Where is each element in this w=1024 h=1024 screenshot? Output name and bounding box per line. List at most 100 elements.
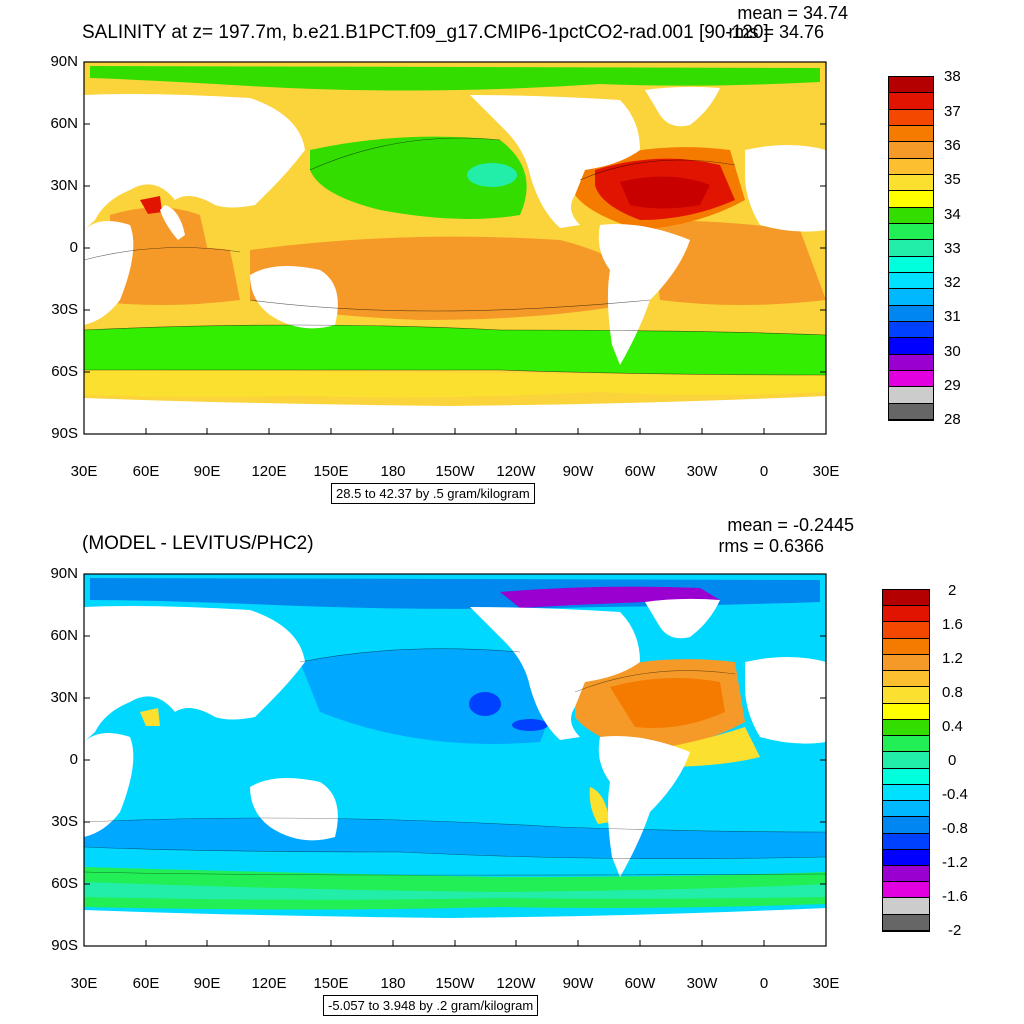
- colorbar-swatch: [889, 370, 933, 388]
- red-sea: [140, 708, 160, 726]
- colorbar-swatch: [889, 191, 933, 208]
- tick-marks: [83, 573, 827, 947]
- colorbar-swatch: [883, 801, 929, 818]
- colorbar-swatch: [883, 865, 929, 883]
- salinity-map: [83, 61, 827, 435]
- colorbar-swatch: [883, 752, 929, 769]
- colorbar-label: 36: [944, 137, 961, 154]
- colorbar-label: 38: [944, 68, 961, 85]
- colorbar-swatch: [883, 784, 929, 802]
- africa: [84, 733, 134, 837]
- colorbar-swatch: [889, 305, 933, 322]
- colorbar-swatch: [889, 174, 933, 192]
- colorbar-label: 0.4: [942, 718, 963, 735]
- arctic-purple: [500, 586, 720, 608]
- colorbar-swatch: [889, 403, 933, 420]
- lon-label: 180: [380, 975, 406, 992]
- lat-label: 30N: [50, 689, 78, 706]
- africa: [84, 221, 134, 325]
- land: [84, 86, 826, 434]
- colorbar-label: 28: [944, 411, 961, 428]
- australia: [250, 778, 338, 841]
- lat-label: 90S: [51, 937, 78, 954]
- lon-label: 120W: [496, 463, 536, 480]
- lon-label: 150W: [435, 463, 475, 480]
- colorbar-swatch: [889, 321, 933, 339]
- salinity-title: SALINITY at z= 197.7m, b.e21.B1PCT.f09_g…: [82, 22, 769, 43]
- lon-label: 120W: [496, 975, 536, 992]
- colorbar-swatch: [889, 109, 933, 126]
- peru-yellow: [589, 787, 610, 824]
- antarctic-cyan: [84, 882, 826, 900]
- lat-label: 60N: [50, 627, 78, 644]
- north-america: [470, 607, 640, 740]
- colorbar-swatch: [883, 703, 929, 720]
- colorbar-swatch: [889, 142, 933, 159]
- colorbar-swatch: [883, 736, 929, 753]
- lon-label: 180: [380, 463, 406, 480]
- colorbar-swatch: [883, 768, 929, 785]
- north-pacific-green: [310, 136, 527, 219]
- colorbar-swatch: [883, 590, 929, 607]
- colorbar-swatch: [883, 638, 929, 655]
- lon-label: 60W: [624, 975, 656, 992]
- lat-label: 30S: [51, 301, 78, 318]
- lon-label: 30W: [686, 975, 718, 992]
- lon-label: 150E: [313, 463, 349, 480]
- lat-label: 60S: [51, 363, 78, 380]
- india: [160, 205, 185, 240]
- colorbar-label: 33: [944, 240, 961, 257]
- colorbar-swatch: [889, 354, 933, 371]
- lon-label: 90E: [193, 463, 221, 480]
- contour-range-label: -5.057 to 3.948 by .2 gram/kilogram: [323, 995, 539, 1016]
- colorbar-label: 31: [944, 308, 961, 325]
- lat-label: 60N: [50, 115, 78, 132]
- colorbar-swatch: [883, 898, 929, 915]
- lat-label: 90N: [50, 565, 78, 582]
- colorbar-label: -1.6: [942, 888, 968, 905]
- colorbar-label: 29: [944, 377, 961, 394]
- lon-label: 150E: [313, 975, 349, 992]
- colorbar-swatch: [883, 833, 929, 850]
- atlantic-dark-orange: [610, 678, 725, 728]
- lon-label: 30E: [70, 975, 98, 992]
- southern-blue-band: [84, 818, 826, 859]
- north-america: [470, 95, 640, 228]
- difference-colorbar: [882, 589, 930, 932]
- lon-label: 90E: [193, 975, 221, 992]
- lat-label: 30S: [51, 813, 78, 830]
- antarctic-yellow: [84, 370, 826, 398]
- rms-value: rms = 0.6366: [718, 536, 824, 556]
- lon-label: 120E: [251, 463, 287, 480]
- arctic-green: [90, 66, 820, 91]
- colorbar-swatch: [889, 125, 933, 143]
- arabian-sea: [110, 207, 210, 265]
- colorbar-label: 30: [944, 343, 961, 360]
- lat-label: 0: [69, 751, 78, 768]
- contour-lines: [83, 648, 827, 876]
- mean-value: mean = 34.74: [737, 3, 848, 23]
- lon-label: 150W: [435, 975, 475, 992]
- colorbar-label: 37: [944, 103, 961, 120]
- south-pacific-orange: [250, 236, 650, 320]
- lon-label: 30W: [686, 463, 718, 480]
- colorbar-swatch: [889, 256, 933, 273]
- lat-label: 30N: [50, 177, 78, 194]
- colorbar-label: 34: [944, 206, 961, 223]
- colorbar-label: -0.8: [942, 820, 968, 837]
- lat-label: 0: [69, 239, 78, 256]
- colorbar-label: 0.8: [942, 684, 963, 701]
- difference-panel: (MODEL - LEVITUS/PHC2) mean = -0.2445 rm…: [0, 512, 1024, 1024]
- colorbar-swatch: [883, 687, 929, 704]
- colorbar-swatch: [889, 207, 933, 224]
- colorbar-swatch: [889, 240, 933, 257]
- colorbar-label: 2: [948, 582, 957, 599]
- colorbar-swatch: [889, 158, 933, 175]
- pacific-blue: [300, 648, 547, 744]
- mean-value: mean = -0.2445: [727, 515, 854, 535]
- south-atlantic-orange: [650, 220, 826, 305]
- lon-label: 60E: [132, 463, 160, 480]
- colorbar-label: -1.2: [942, 854, 968, 871]
- difference-title: (MODEL - LEVITUS/PHC2): [82, 533, 314, 554]
- lon-label: 0: [759, 975, 769, 992]
